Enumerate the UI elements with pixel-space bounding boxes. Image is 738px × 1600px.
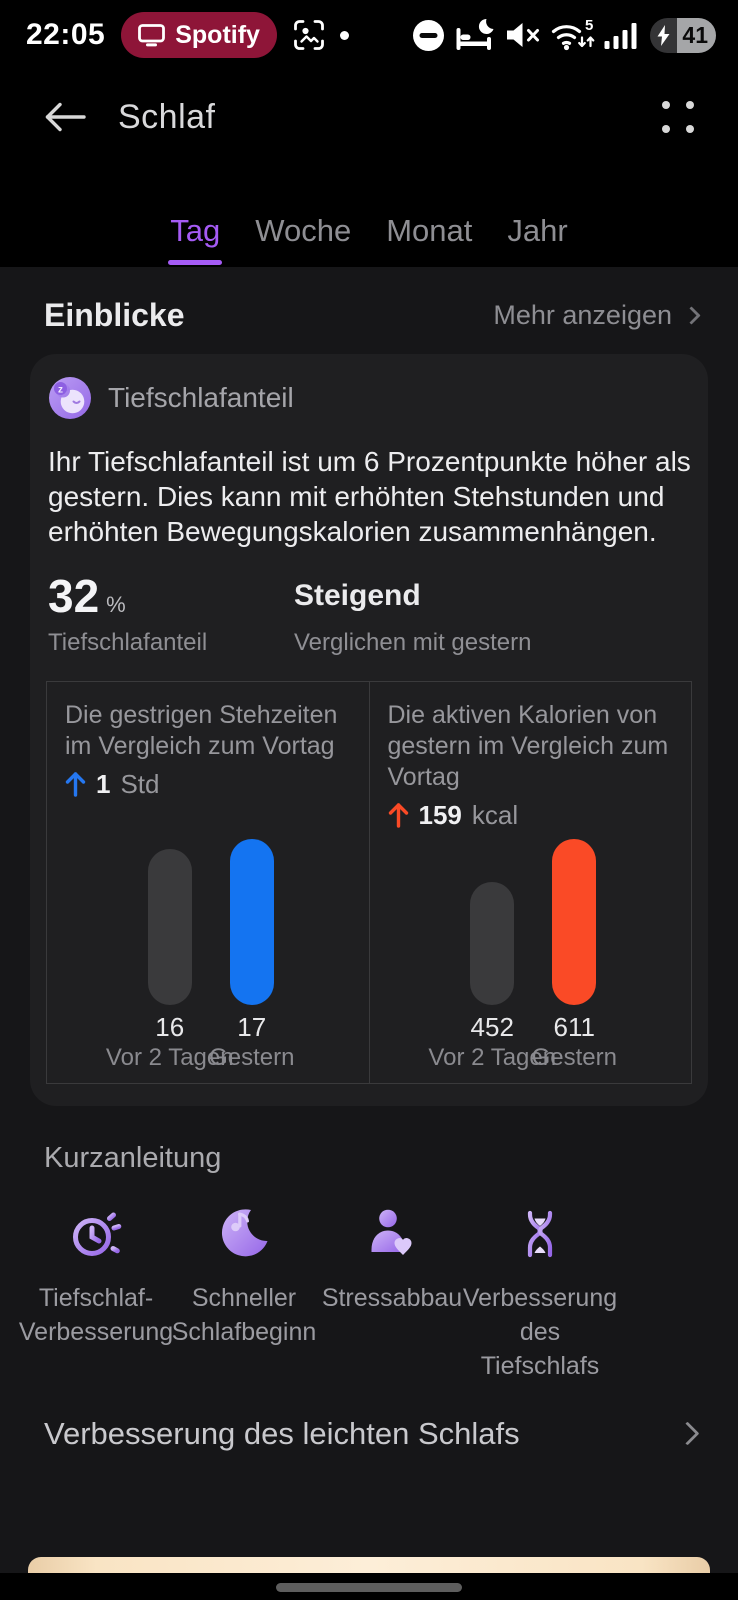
bar-column: 17 Gestern: [209, 839, 295, 1071]
quick-guide-item-sleep-onset[interactable]: Schneller Schlafbeginn: [170, 1205, 318, 1383]
chart-bar: [229, 839, 274, 1005]
insights-section-header: Einblicke Mehr anzeigen: [0, 267, 738, 334]
quick-guide-item-deep-sleep[interactable]: Tiefschlaf-Verbesserung: [19, 1205, 173, 1383]
spotify-media-chip[interactable]: Spotify: [121, 12, 277, 58]
sleep-moon-icon: z: [48, 376, 92, 420]
standing-hours-chart: Die gestrigen Stehzeiten im Vergleich zu…: [47, 682, 369, 1083]
smart-capture-icon: [292, 18, 326, 52]
bar-value: 611: [553, 1012, 595, 1042]
do-not-disturb-icon: [411, 18, 446, 53]
arrow-up-icon: [65, 772, 86, 797]
bar-column: 452 Vor 2 Tagen: [428, 882, 556, 1071]
chart-title: Die aktiven Kalorien von gestern im Verg…: [387, 701, 669, 791]
bar-label: Gestern: [531, 1044, 617, 1071]
quick-guide-label: Stressabbau: [321, 1284, 463, 1312]
back-button[interactable]: [42, 99, 88, 135]
tab-monat[interactable]: Monat: [386, 213, 473, 248]
chevron-right-icon: [682, 306, 701, 325]
quick-guide-label: Verbesserung des Tiefschlafs: [462, 1284, 618, 1380]
status-bar: 22:05 Spotify 5 41: [0, 0, 738, 70]
wifi-gen-label: 5: [585, 17, 593, 34]
chart-bar: [147, 849, 192, 1005]
tab-jahr[interactable]: Jahr: [507, 213, 568, 248]
bar-value: 16: [155, 1012, 185, 1042]
trend-label: Verglichen mit gestern: [294, 629, 532, 656]
cast-display-icon: [138, 23, 166, 47]
page-title: Schlaf: [118, 97, 216, 136]
spotify-label: Spotify: [175, 20, 260, 49]
delta-unit: kcal: [471, 799, 519, 830]
arrow-up-icon: [388, 803, 408, 828]
chart-delta: 159 kcal: [388, 797, 680, 833]
bars-area: 452 Vor 2 Tagen 611 Gestern: [388, 839, 680, 1071]
bar-value: 17: [237, 1012, 267, 1042]
quick-guide-item-stress[interactable]: Stressabbau: [318, 1205, 466, 1383]
quick-guide-item-improve-deep-sleep[interactable]: Verbesserung des Tiefschlafs: [463, 1205, 617, 1383]
stat-deep-sleep: 32 % Tiefschlafanteil: [48, 571, 294, 657]
charging-bolt-icon: [650, 17, 678, 53]
content-panel: Einblicke Mehr anzeigen z Tiefschlafante…: [0, 267, 738, 1573]
insight-card-header: z Tiefschlafanteil: [46, 376, 692, 420]
quick-guide-row: Tiefschlaf-Verbesserung Schneller Schlaf…: [19, 1205, 617, 1383]
deep-sleep-unit: %: [106, 592, 126, 617]
status-icons: 5 41: [411, 17, 716, 53]
clock-text: 22:05: [26, 18, 106, 51]
insight-stats: 32 % Tiefschlafanteil Steigend Vergliche…: [46, 571, 692, 657]
insight-card-title: Tiefschlafanteil: [108, 382, 294, 413]
bar-column: 16 Vor 2 Tagen: [106, 849, 234, 1071]
delta-unit: Std: [120, 768, 160, 799]
deep-sleep-value: 32: [48, 570, 100, 622]
stat-trend: Steigend Verglichen mit gestern: [294, 571, 531, 657]
signal-strength-icon: [604, 19, 638, 51]
home-indicator[interactable]: [276, 1583, 462, 1592]
delta-value: 1: [96, 768, 111, 799]
deep-sleep-label: Tiefschlafanteil: [48, 629, 208, 656]
moon-music-icon: [215, 1205, 273, 1263]
light-sleep-link-label: Verbesserung des leichten Schlafs: [44, 1416, 520, 1451]
active-calories-chart: Die aktiven Kalorien von gestern im Verg…: [368, 682, 692, 1083]
insight-description: Ihr Tiefschlafanteil ist um 6 Prozentpun…: [48, 446, 691, 547]
bar-column: 611 Gestern: [531, 839, 617, 1071]
app-header: Schlaf: [0, 70, 738, 164]
light-sleep-link[interactable]: Verbesserung des leichten Schlafs: [44, 1413, 700, 1454]
quick-guide-title: Kurzanleitung: [44, 1142, 222, 1174]
bar-label: Gestern: [209, 1044, 295, 1071]
bar-value: 452: [470, 1012, 514, 1042]
section-title: Einblicke: [44, 297, 185, 333]
show-more-label: Mehr anzeigen: [493, 300, 672, 330]
tab-tag[interactable]: Tag: [168, 213, 222, 267]
bar-label: Vor 2 Tagen: [428, 1044, 557, 1071]
bar-label: Vor 2 Tagen: [105, 1044, 234, 1071]
chevron-right-icon: [675, 1421, 700, 1446]
timer-icon: [67, 1205, 125, 1263]
battery-percent-label: 41: [677, 17, 716, 53]
quick-guide-label: Tiefschlaf-Verbesserung: [18, 1284, 174, 1346]
system-nav-bar: [0, 1573, 738, 1600]
delta-value: 159: [418, 799, 462, 830]
hourglass-icon: [511, 1205, 569, 1263]
chart-delta: 1 Std: [65, 766, 357, 802]
mute-icon: [504, 18, 540, 52]
person-heart-icon: [363, 1205, 421, 1263]
tab-woche[interactable]: Woche: [255, 213, 352, 248]
trend-value: Steigend: [294, 579, 421, 612]
svg-text:z: z: [58, 385, 63, 396]
chart-bar: [552, 839, 597, 1005]
more-options-icon[interactable]: [662, 101, 694, 133]
insight-card[interactable]: z Tiefschlafanteil Ihr Tiefschlafanteil …: [30, 354, 708, 1106]
period-tabs: Tag Woche Monat Jahr: [0, 164, 738, 267]
battery-indicator: 41: [650, 17, 716, 53]
notification-dot: [339, 30, 349, 40]
bedtime-mode-icon: [455, 18, 495, 52]
next-card-peek[interactable]: [28, 1557, 710, 1573]
quick-guide-label: Schneller Schlafbeginn: [171, 1284, 317, 1346]
bars-area: 16 Vor 2 Tagen 17 Gestern: [65, 808, 357, 1071]
wifi-icon: 5: [549, 17, 595, 53]
chart-title: Die gestrigen Stehzeiten im Vergleich zu…: [65, 701, 338, 760]
chart-bar: [470, 882, 515, 1005]
show-more-link[interactable]: Mehr anzeigen: [493, 300, 701, 331]
comparison-charts: Die gestrigen Stehzeiten im Vergleich zu…: [46, 681, 692, 1084]
